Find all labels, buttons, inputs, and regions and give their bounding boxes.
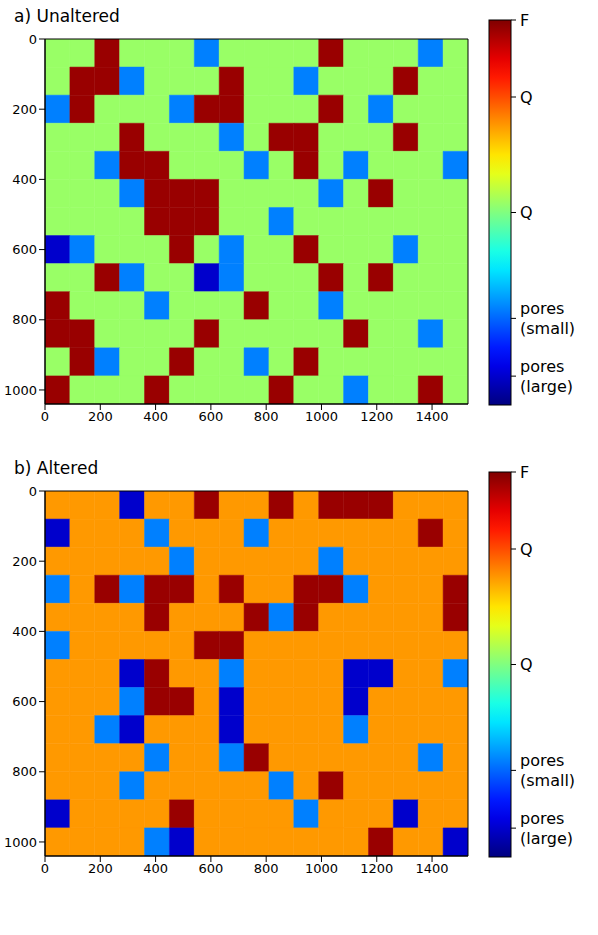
svg-text:1000: 1000	[4, 835, 37, 850]
svg-text:600: 600	[198, 861, 223, 876]
svg-text:200: 200	[12, 554, 37, 569]
svg-text:Q: Q	[520, 203, 533, 222]
html-text:a) Unaltered: a) Unaltered	[14, 6, 120, 26]
svg-text:400: 400	[143, 861, 168, 876]
svg-text:F: F	[520, 11, 529, 30]
svg-text:(small): (small)	[520, 771, 575, 790]
svg-text:F: F	[520, 463, 529, 482]
svg-text:800: 800	[254, 861, 279, 876]
svg-text:600: 600	[12, 242, 37, 257]
svg-text:Q: Q	[520, 540, 533, 559]
svg-text:(small): (small)	[520, 319, 575, 338]
svg-text:800: 800	[254, 409, 279, 424]
svg-text:Q: Q	[520, 655, 533, 674]
svg-text:400: 400	[12, 624, 37, 639]
svg-text:0: 0	[29, 32, 37, 47]
svg-text:1000: 1000	[305, 861, 338, 876]
svg-text:800: 800	[12, 764, 37, 779]
svg-text:0: 0	[29, 484, 37, 499]
svg-text:200: 200	[88, 409, 113, 424]
svg-text:0: 0	[41, 861, 49, 876]
svg-text:1400: 1400	[416, 861, 449, 876]
svg-text:(large): (large)	[520, 377, 573, 396]
svg-text:1400: 1400	[416, 409, 449, 424]
svg-text:1200: 1200	[360, 409, 393, 424]
html-text:b) Altered: b) Altered	[14, 458, 99, 478]
svg-text:0: 0	[41, 409, 49, 424]
svg-text:Q: Q	[520, 88, 533, 107]
svg-text:1000: 1000	[4, 383, 37, 398]
svg-text:400: 400	[143, 409, 168, 424]
svg-text:200: 200	[12, 102, 37, 117]
svg-text:pores: pores	[520, 751, 564, 770]
svg-text:pores: pores	[520, 299, 564, 318]
svg-text:1200: 1200	[360, 861, 393, 876]
svg-text:600: 600	[198, 409, 223, 424]
svg-text:1000: 1000	[305, 409, 338, 424]
svg-text:200: 200	[88, 861, 113, 876]
svg-text:600: 600	[12, 694, 37, 709]
svg-text:pores: pores	[520, 809, 564, 828]
svg-text:800: 800	[12, 312, 37, 327]
svg-text:pores: pores	[520, 357, 564, 376]
svg-text:400: 400	[12, 172, 37, 187]
svg-text:(large): (large)	[520, 829, 573, 848]
